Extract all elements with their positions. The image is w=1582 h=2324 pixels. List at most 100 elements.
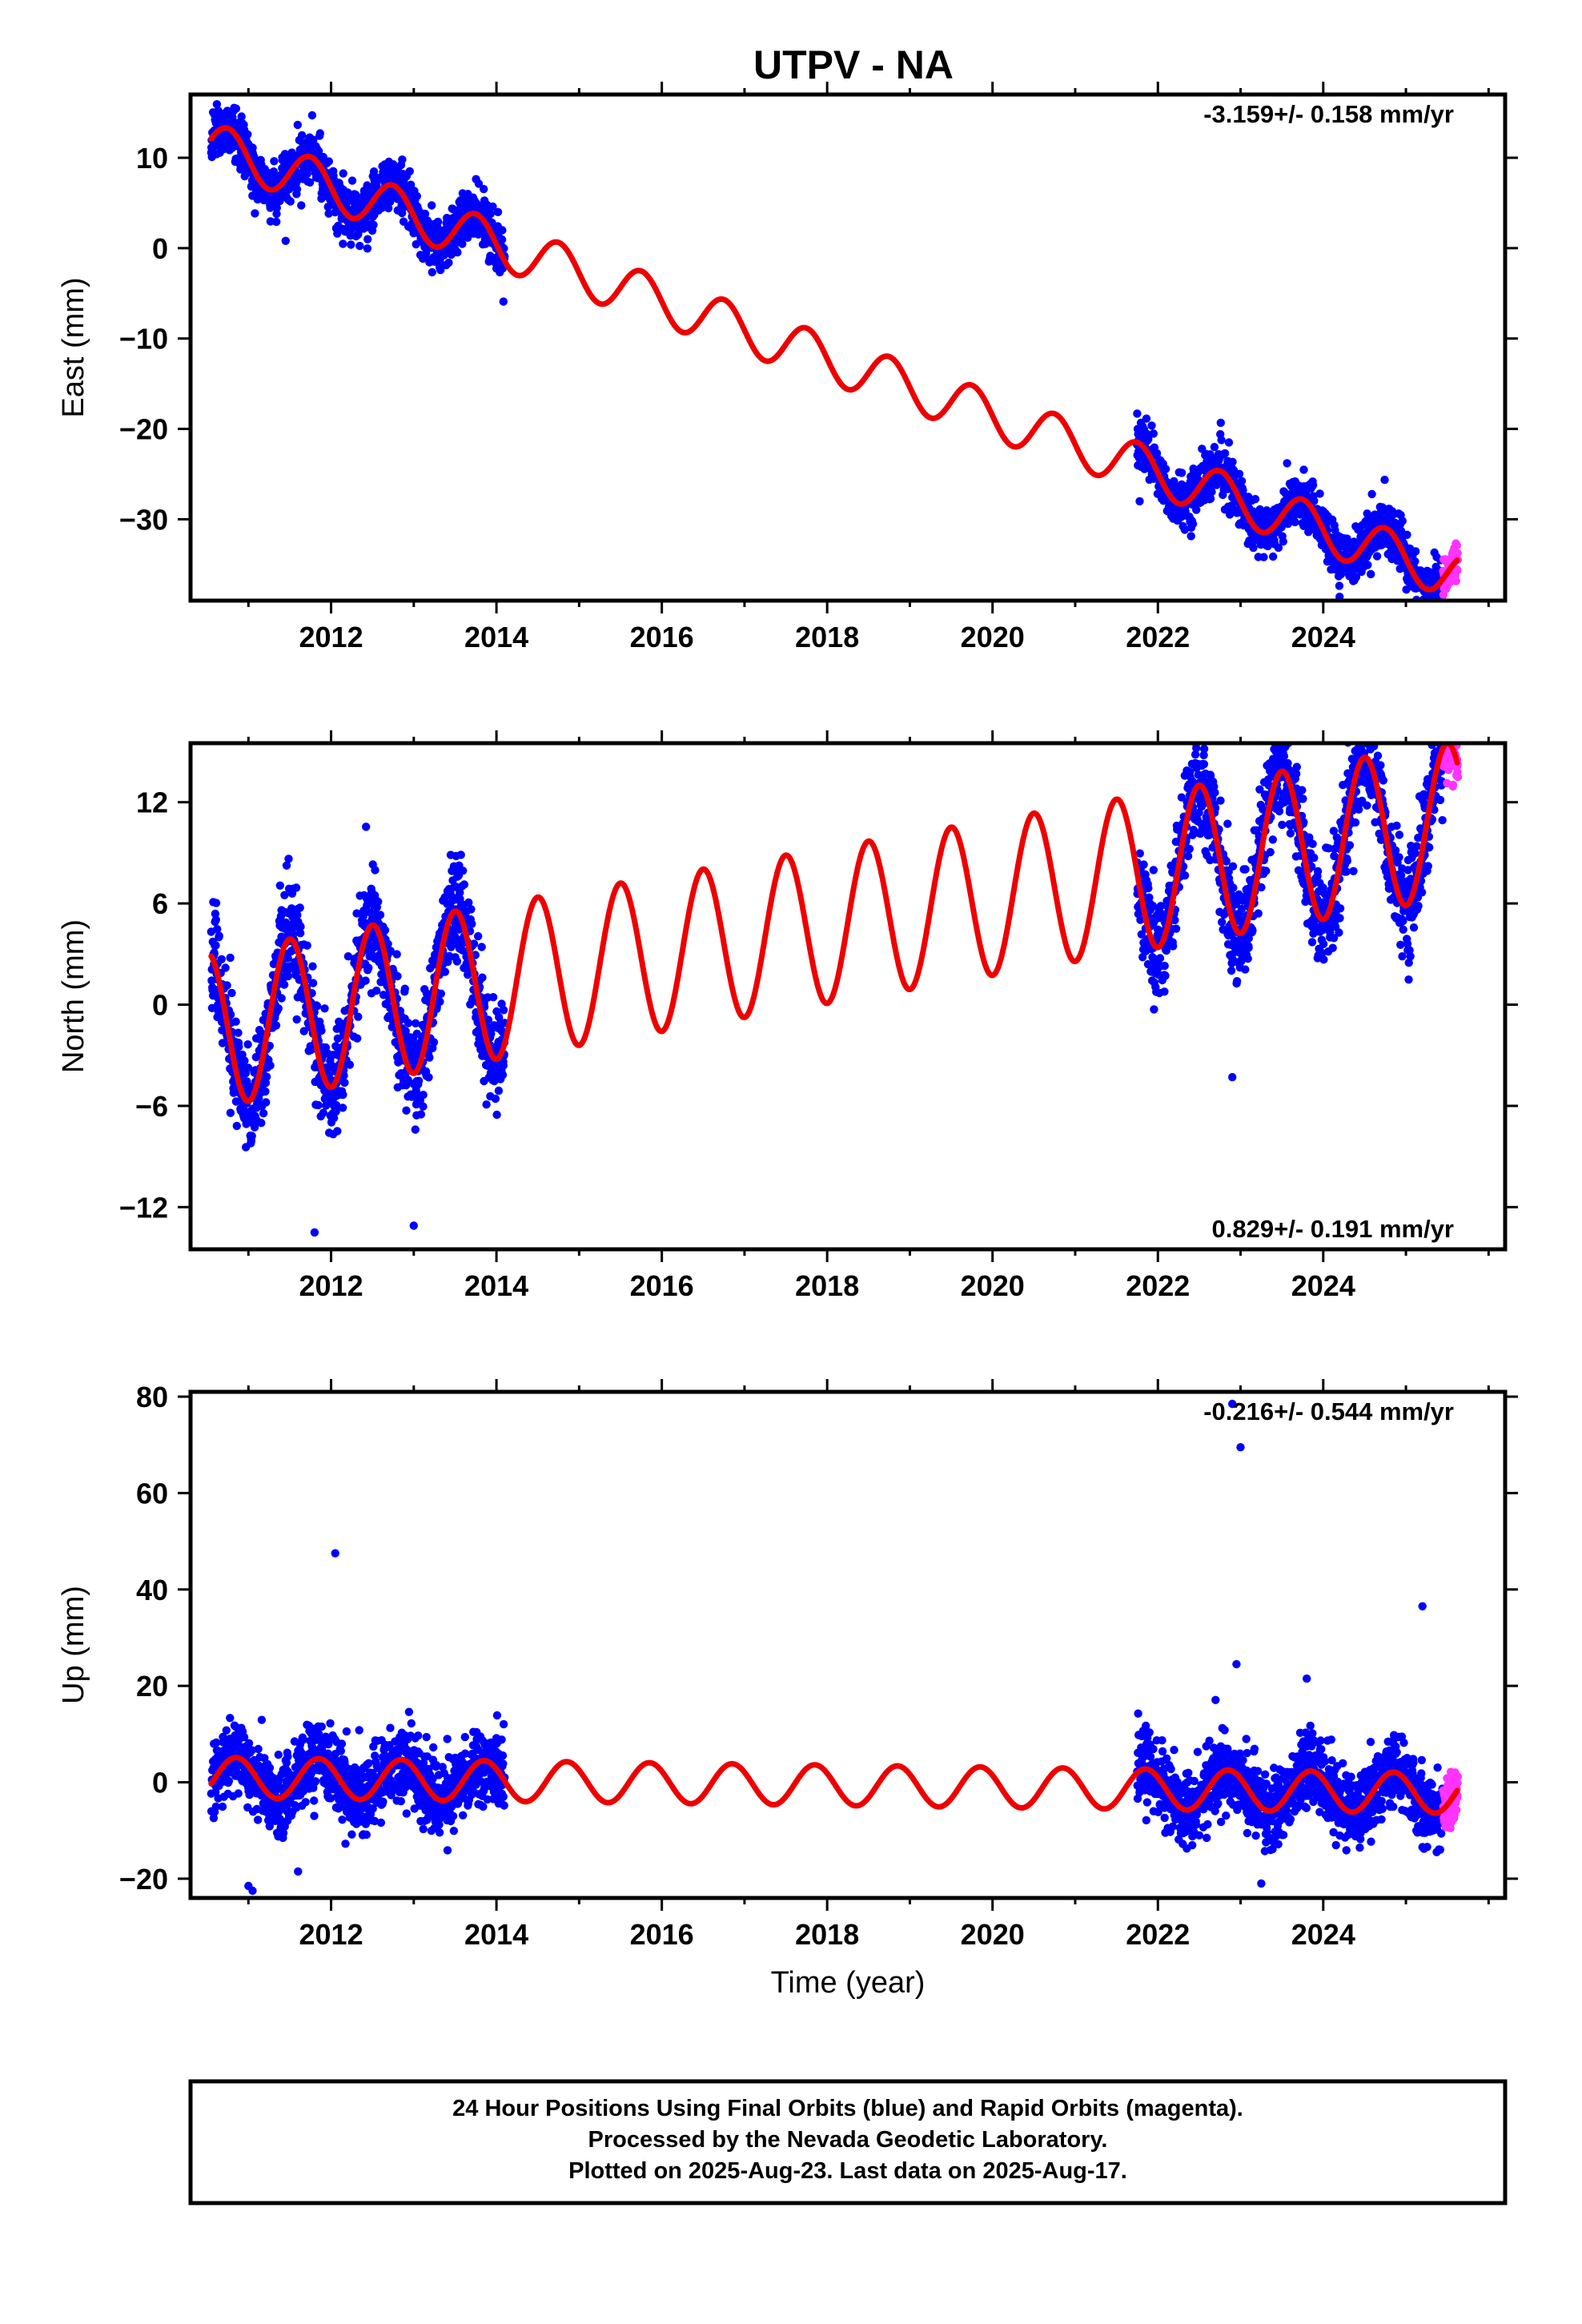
north-final-point [1396, 940, 1405, 950]
north-final-point [1318, 949, 1327, 958]
north-final-point [331, 1107, 340, 1116]
north-final-point [452, 957, 462, 966]
north-final-point [1160, 987, 1169, 996]
east-outlier-point [281, 236, 290, 245]
north-final-point [1216, 796, 1225, 805]
east-final-point [1251, 495, 1260, 504]
north-final-point [1199, 744, 1209, 754]
east-final-point [428, 267, 436, 277]
north-final-point [414, 1076, 424, 1085]
east-final-point [303, 169, 311, 179]
north-final-point [372, 986, 381, 995]
east-final-point [499, 297, 508, 306]
north-final-point [1278, 820, 1287, 830]
north-final-point [282, 861, 291, 870]
north-final-point [1355, 719, 1363, 727]
east-final-point [1268, 552, 1278, 561]
north-final-point [1335, 904, 1345, 913]
north-final-point [1298, 786, 1307, 794]
east-final-point [1403, 530, 1411, 539]
north-final-point [1359, 719, 1367, 727]
north-final-point [1195, 808, 1203, 817]
north-final-point [226, 953, 235, 963]
north-final-point [1185, 844, 1195, 854]
north-final-point [1335, 914, 1344, 923]
north-final-point [1223, 819, 1232, 828]
east-final-point [1249, 543, 1258, 553]
north-final-point [1308, 839, 1317, 849]
east-final-point [339, 239, 347, 248]
north-final-point [1222, 857, 1231, 866]
east-y-axis-title: East (mm) [57, 277, 90, 417]
east-final-point [307, 111, 317, 120]
north-final-point [1180, 871, 1190, 880]
north-final-point [1399, 925, 1407, 935]
east-final-point [355, 241, 364, 251]
north-final-point [333, 1034, 343, 1043]
north-final-point [257, 1119, 266, 1128]
north-final-point [467, 905, 476, 914]
north-final-point [1275, 734, 1283, 742]
north-final-point [292, 1015, 301, 1024]
north-final-point [1284, 724, 1292, 732]
north-final-point [458, 946, 467, 955]
east-final-point [363, 244, 372, 253]
east-final-point [1372, 552, 1382, 561]
east-final-point [339, 169, 347, 178]
north-final-point [1271, 730, 1279, 738]
north-final-point [419, 1091, 428, 1100]
north-final-point [291, 883, 301, 892]
north-final-point [262, 1098, 271, 1107]
north-final-point [1145, 893, 1154, 902]
east-final-point [1239, 485, 1247, 495]
north-final-point [211, 915, 220, 924]
north-final-point [1392, 821, 1401, 830]
north-final-point [303, 941, 311, 950]
east-final-point [309, 135, 318, 144]
east-final-point [405, 167, 414, 176]
north-final-point [261, 1087, 270, 1096]
east-final-point [1310, 497, 1319, 505]
north-final-point [1406, 952, 1415, 961]
east-final-point [1299, 465, 1308, 474]
north-final-point [353, 1034, 362, 1043]
east-final-point [486, 209, 495, 219]
north-final-point [240, 1056, 249, 1065]
east-final-point [1418, 609, 1426, 617]
east-final-point [324, 209, 333, 218]
east-final-point [314, 147, 323, 155]
east-final-point [1427, 621, 1435, 629]
north-final-point [1362, 724, 1370, 732]
north-final-point [320, 1004, 329, 1013]
north-final-point [1278, 688, 1286, 696]
north-final-point [1395, 853, 1403, 862]
east-final-point [1283, 459, 1291, 468]
north-final-point [1307, 938, 1317, 947]
north-final-point [1342, 867, 1351, 876]
east-final-point [1427, 604, 1435, 612]
east-final-point [1206, 494, 1215, 503]
east-y-tick-label: 10 [136, 142, 168, 175]
east-final-point [1161, 464, 1170, 473]
north-final-point [456, 850, 465, 859]
north-final-point [343, 952, 353, 961]
north-final-point [1357, 726, 1365, 734]
east-final-point [433, 217, 443, 227]
north-final-point [456, 888, 464, 897]
north-final-point [1404, 975, 1413, 984]
north-final-point [1257, 883, 1266, 892]
north-final-point [469, 939, 479, 948]
east-final-point [347, 240, 355, 249]
north-final-point [1328, 943, 1337, 952]
north-final-point [1168, 942, 1178, 951]
north-final-point [271, 1021, 281, 1030]
east-x-tick-label: 2018 [795, 621, 859, 653]
east-final-point [1152, 448, 1162, 458]
north-final-point [1356, 730, 1364, 738]
north-final-point [243, 1063, 253, 1072]
east-rapid-point [1452, 577, 1460, 585]
north-final-point [1161, 971, 1170, 980]
north-final-point [1283, 758, 1292, 768]
north-final-point [1282, 726, 1290, 734]
